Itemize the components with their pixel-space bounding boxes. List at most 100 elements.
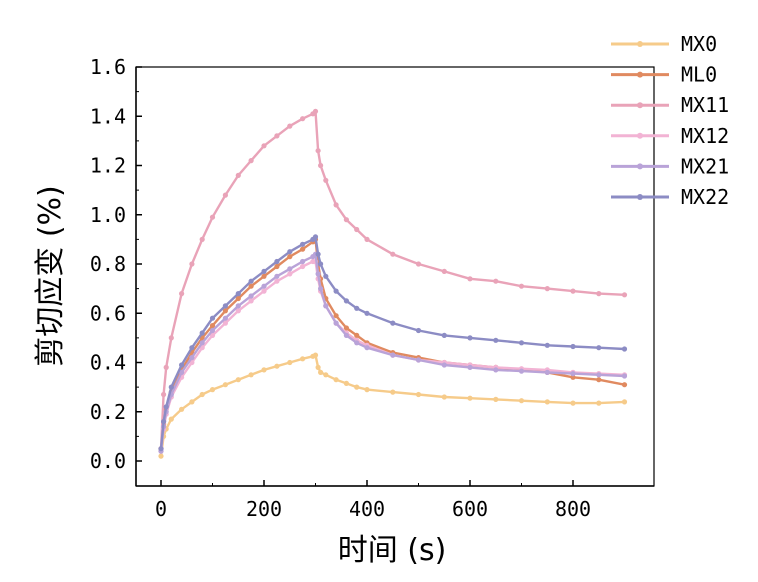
data-point — [222, 303, 228, 309]
data-point — [354, 384, 360, 390]
y-axis-title: 剪切应变 (%) — [33, 185, 68, 366]
data-point — [209, 327, 216, 334]
data-point — [544, 369, 550, 375]
data-point — [441, 394, 447, 400]
data-point — [323, 273, 329, 279]
data-point — [300, 241, 306, 247]
data-point — [343, 380, 349, 386]
data-point — [364, 387, 370, 393]
data-point — [287, 266, 293, 272]
data-point — [168, 384, 174, 390]
data-point — [300, 263, 306, 270]
y-tick-label: 0.8 — [90, 252, 126, 276]
data-point — [333, 320, 339, 326]
y-tick-label: 0.6 — [90, 301, 126, 325]
legend-item-mx22: MX22 — [611, 185, 729, 209]
data-point — [248, 283, 254, 289]
data-point — [570, 400, 576, 406]
data-point — [467, 395, 473, 401]
data-point — [390, 320, 396, 326]
data-point — [261, 283, 267, 289]
data-point — [415, 391, 422, 398]
data-point — [467, 364, 473, 370]
data-point — [323, 303, 329, 309]
data-point — [222, 308, 228, 314]
data-point — [274, 258, 280, 265]
data-point — [274, 133, 280, 139]
data-point — [312, 108, 319, 114]
data-point — [493, 367, 499, 373]
legend: MX0 ML0 MX11 MX12 MX21 MX22 — [611, 32, 729, 209]
data-point — [300, 246, 306, 252]
data-point — [261, 273, 267, 279]
series-line — [159, 110, 625, 449]
x-axis-ticks: 0 200 400 600 800 — [155, 480, 591, 521]
data-point — [315, 251, 321, 257]
legend-label: MX22 — [681, 185, 729, 209]
data-point — [209, 315, 216, 321]
data-point — [287, 359, 293, 366]
y-tick-label: 1.0 — [90, 203, 126, 227]
data-point — [248, 372, 254, 378]
data-point — [274, 363, 280, 369]
data-point — [189, 355, 195, 361]
data-point — [621, 382, 628, 388]
data-point — [493, 337, 499, 343]
data-point — [287, 254, 293, 260]
data-point — [621, 399, 628, 405]
legend-marker — [637, 71, 643, 78]
data-point — [209, 214, 216, 220]
legend-item-mx12: MX12 — [611, 124, 729, 148]
data-point — [189, 345, 195, 351]
data-point — [179, 291, 185, 297]
data-point — [333, 202, 339, 208]
data-point — [570, 371, 576, 377]
data-point — [467, 335, 473, 341]
legend-label: MX12 — [681, 124, 729, 148]
series-mx22 — [158, 234, 628, 452]
data-point — [199, 340, 205, 346]
legend-label: ML0 — [681, 63, 717, 87]
data-point — [158, 446, 164, 452]
data-point — [261, 367, 267, 373]
data-point — [333, 377, 339, 383]
data-point — [235, 303, 241, 309]
data-point — [343, 298, 349, 304]
data-series — [158, 108, 628, 459]
data-point — [189, 399, 195, 405]
series-ml0 — [158, 236, 628, 452]
data-point — [189, 261, 195, 267]
data-point — [261, 143, 267, 149]
data-point — [287, 123, 293, 129]
series-mx0 — [158, 352, 628, 459]
data-point — [315, 271, 321, 277]
series-line — [159, 252, 625, 452]
data-point — [621, 292, 628, 298]
data-point — [364, 345, 370, 351]
legend-label: MX21 — [681, 154, 729, 178]
data-point — [209, 387, 216, 393]
data-point — [333, 288, 339, 294]
data-point — [596, 291, 602, 297]
data-point — [274, 278, 280, 284]
data-point — [570, 343, 576, 350]
y-axis-ticks: 0.0 0.2 0.4 0.6 0.8 1.0 1.2 1.4 1.6 — [90, 55, 142, 473]
series-line — [159, 353, 625, 457]
data-point — [596, 345, 602, 351]
x-tick-label: 800 — [555, 497, 591, 521]
data-point — [163, 404, 169, 410]
data-point — [274, 263, 280, 270]
data-point — [415, 357, 422, 363]
data-point — [199, 391, 205, 398]
series-mx21 — [158, 251, 628, 454]
data-point — [300, 356, 306, 362]
data-point — [441, 332, 447, 338]
legend-item-ml0: ML0 — [611, 63, 717, 87]
data-point — [261, 268, 267, 274]
data-point — [441, 268, 447, 274]
data-point — [493, 396, 499, 402]
data-point — [161, 419, 167, 425]
data-point — [596, 377, 602, 383]
data-point — [235, 295, 241, 302]
data-point — [596, 400, 602, 406]
